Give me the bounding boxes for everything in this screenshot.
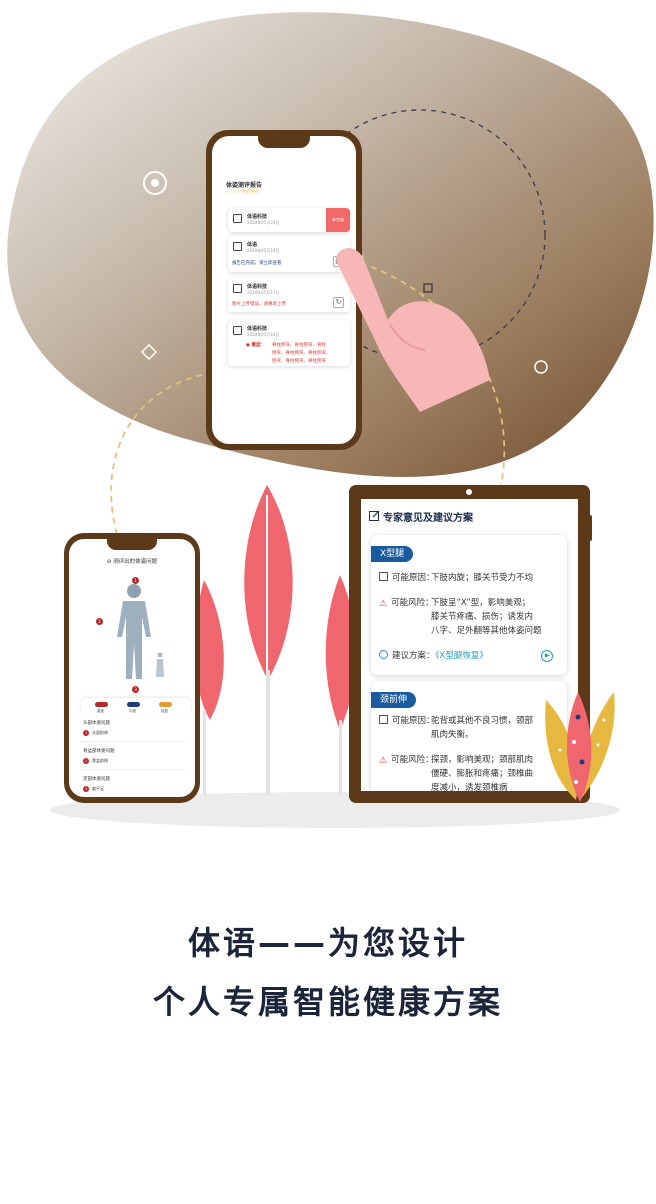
posture-marker[interactable]: 3 [132,686,139,693]
problem-item[interactable]: 2 骨盆前倾 [83,758,108,764]
phone-notch [258,136,310,148]
report-card-date: 2020年05月17日 [247,290,280,295]
posture-marker[interactable]: 2 [96,618,103,625]
report-subtitle: ☆☆☆☆ 完全评估 [226,189,258,194]
legend-label: 轻度 [161,709,168,713]
problem-tag: X型腿 [371,546,414,562]
advice-card[interactable]: 颈前伸 可能原因： 驼背或其他不良习惯，颈部 肌肉失衡。 ⚠ 可能风险： 探颈，影… [371,681,567,791]
report-phone: 体姿测评报告 ☆☆☆☆ 完全评估 体语科技 2020年05月20日 未完成 体语… [206,130,362,450]
report-card-name: 体语科技 [247,284,268,290]
report-phone-screen: 体姿测评报告 ☆☆☆☆ 完全评估 体语科技 2020年05月20日 未完成 体语… [212,136,356,444]
cause-row: 可能原因： [379,571,435,585]
warning-icon: ⚠ [379,756,388,766]
play-icon[interactable]: ▶ [541,650,553,662]
refresh-icon[interactable]: ↻ [333,297,344,308]
risk-row: ⚠ 可能风险： [379,598,434,609]
legend-severe-pill[interactable] [95,702,108,707]
report-card-message: 图片上传错误，请重新上传 [232,302,286,307]
phone-notch [107,539,157,550]
tablet-title: 专家意见及建议方案 [383,513,473,524]
report-card-date: 2020年05月18日 [247,248,280,253]
severity-text: 侧弯、脊柱侧弯、脊柱侧弯 [272,359,326,364]
posture-phone: ⊘ 测评出的体姿问题 1 2 3 重度 中度 轻度 头部体姿问题 1 头部前伸 骨… [64,533,200,803]
body-figure-icon [117,584,164,679]
report-doc-icon [233,214,242,223]
report-card-name: 体语科技 [247,214,268,220]
leaf-cluster [545,692,615,802]
posture-marker[interactable]: 1 [132,577,139,584]
tablet-screen: 专家意见及建议方案 X型腿 可能原因： 下肢内旋；膝关节受力不均 ⚠ 可能风险： … [361,499,578,791]
cause-text: 下肢内旋；膝关节受力不均 [431,573,534,583]
report-doc-icon [233,284,242,293]
problem-group-title: 骨盆部体姿问题 [83,749,115,754]
report-card[interactable]: 体语科技 2020年05月17日 图片上传错误，请重新上传 ↻ [228,278,350,312]
risk-text: 下肢呈“X”型，影响美观； 膝关节疼痛、损伤；诱发内 八字、足外翻等其他体姿问题 [431,598,542,636]
severity-text: 脊柱侧弯、脊柱侧弯、脊柱 [272,343,326,348]
cause-icon [379,572,388,581]
leaf-trees [194,485,356,795]
headline-line-1: 体语——为您设计 [187,924,468,962]
edit-note-icon [369,510,380,521]
report-doc-icon [233,326,242,335]
divider [81,741,185,742]
cause-text: 驼背或其他不良习惯，颈部 肌肉失衡。 [431,716,534,740]
report-card-name: 体语科技 [247,326,268,332]
cause-row: 可能原因： [379,714,435,728]
pointing-hand-icon [336,248,490,412]
tablet-camera [466,489,472,495]
legend-medium-pill[interactable] [127,702,140,707]
report-doc-icon [233,242,242,251]
divider [81,769,185,770]
warning-icon: ⚠ [379,599,388,609]
risk-text: 探颈，影响美观；颈部肌肉 僵硬、膨胀和疼痛；颈椎曲 度减小，诱发颈椎病 [431,755,534,791]
problem-tag: 颈前伸 [371,692,417,708]
problem-group-title: 头部体姿问题 [83,721,110,726]
report-title: 体姿测评报告 [226,182,263,189]
severity-text: 侧弯、脊柱侧弯、脊柱侧弯、 [272,351,331,356]
legend-label: 中度 [129,709,136,713]
report-card-date: 2020年05月16日 [247,332,280,337]
legend-label: 重度 [97,709,104,713]
report-card-date: 2020年05月20日 [247,220,280,225]
posture-title: ⊘ 测评出的体姿问题 [106,559,158,565]
headline-line-2: 个人专属智能健康方案 [152,983,503,1021]
report-card[interactable]: 体语科技 2020年05月20日 未完成 [228,208,350,232]
report-card-message: 报告已完成，请立即查看 [232,261,282,266]
problem-group-title: 足部体姿问题 [83,777,110,782]
posture-phone-screen: ⊘ 测评出的体姿问题 1 2 3 重度 中度 轻度 头部体姿问题 1 头部前伸 骨… [69,539,195,797]
severity-label: ● 重度： [246,343,265,348]
plan-link[interactable]: 《X型腿恢复》 [431,651,488,661]
advice-card[interactable]: X型腿 可能原因： 下肢内旋；膝关节受力不均 ⚠ 可能风险： 下肢呈“X”型，影响… [371,535,567,675]
plan-icon [379,650,388,659]
report-card-name: 体语 [247,242,258,248]
pending-badge[interactable]: 未完成 [326,208,350,232]
report-card[interactable]: 体语科技 2020年05月16日 ● 重度： 脊柱侧弯、脊柱侧弯、脊柱 侧弯、脊… [228,320,350,366]
cause-icon [379,715,388,724]
plan-row: 建议方案： [379,649,435,663]
problem-item[interactable]: 3 扁平足 [83,786,104,792]
problem-item[interactable]: 1 头部前伸 [83,730,108,736]
risk-row: ⚠ 可能风险： [379,755,434,766]
legend-mild-pill[interactable] [159,702,172,707]
tablet-button [588,515,592,541]
